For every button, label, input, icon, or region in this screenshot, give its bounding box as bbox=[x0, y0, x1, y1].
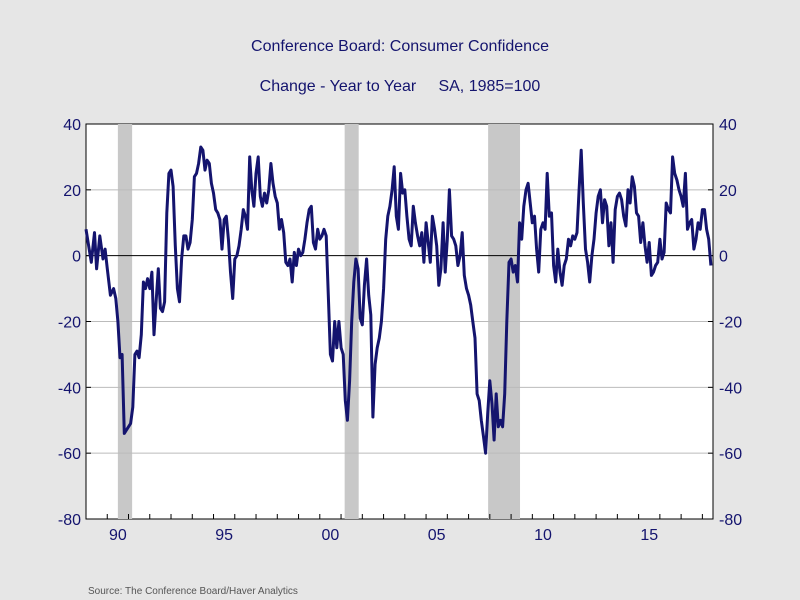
y-tick-label-right: 20 bbox=[719, 183, 737, 200]
series-line-0 bbox=[84, 145, 713, 455]
y-tick-label-right: 0 bbox=[719, 249, 728, 266]
chart-title: Conference Board: Consumer Confidence bbox=[251, 38, 549, 55]
y-tick-label-right: -60 bbox=[719, 446, 742, 463]
y-tick-label-left: 0 bbox=[72, 249, 81, 266]
y-tick-label-left: 20 bbox=[63, 183, 81, 200]
y-tick-label-right: -20 bbox=[719, 315, 742, 332]
y-tick-label-left: 40 bbox=[63, 117, 81, 134]
chart-subtitle: Change - Year to Year SA, 1985=100 bbox=[259, 78, 541, 95]
y-tick-label-left: -40 bbox=[58, 380, 81, 397]
x-tick-label: 05 bbox=[428, 527, 446, 544]
y-tick-label-left: -80 bbox=[58, 512, 81, 529]
source-note: Source: The Conference Board/Haver Analy… bbox=[88, 586, 298, 597]
x-tick-label: 15 bbox=[640, 527, 658, 544]
y-tick-label-right: 40 bbox=[719, 117, 737, 134]
y-tick-label-left: -20 bbox=[58, 315, 81, 332]
y-tick-label-right: -80 bbox=[719, 512, 742, 529]
x-tick-label: 90 bbox=[109, 527, 127, 544]
y-tick-label-left: -60 bbox=[58, 446, 81, 463]
y-tick-label-right: -40 bbox=[719, 380, 742, 397]
x-tick-label: 95 bbox=[215, 527, 233, 544]
x-tick-label: 00 bbox=[322, 527, 340, 544]
x-tick-label: 10 bbox=[534, 527, 552, 544]
